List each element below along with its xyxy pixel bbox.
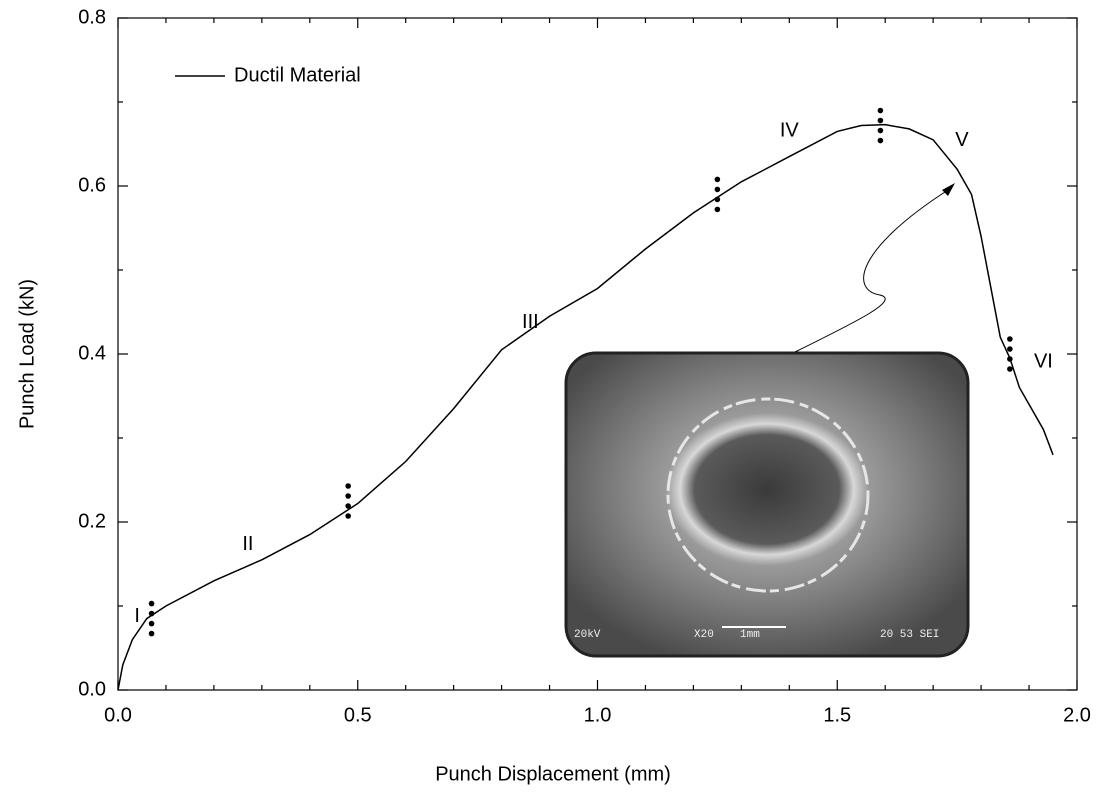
x-tick-label: 1.5	[823, 704, 851, 726]
inset-label: 1mm	[740, 629, 760, 641]
stage-marker	[345, 503, 351, 509]
stage-marker	[877, 137, 884, 144]
y-tick-label: 0.8	[78, 6, 106, 28]
stage-marker	[148, 620, 155, 627]
stage-marker	[1007, 366, 1013, 372]
stage-label: II	[242, 533, 253, 555]
inset-label: 20 53 SEI	[880, 629, 939, 641]
stage-label: IV	[780, 120, 800, 142]
y-tick-label: 0.4	[78, 342, 106, 364]
stage-label: VI	[1034, 351, 1053, 373]
stage-marker	[714, 186, 721, 193]
stage-marker	[877, 107, 884, 114]
stage-marker	[1007, 336, 1013, 342]
pointer-arrow	[794, 189, 949, 353]
stage-marker	[714, 196, 721, 203]
x-tick-label: 2.0	[1063, 704, 1091, 726]
x-tick-label: 1.0	[584, 704, 612, 726]
stage-marker	[877, 117, 884, 124]
legend-label: Ductil Material	[234, 64, 361, 86]
inset-label: X20	[694, 629, 714, 641]
stage-marker	[714, 176, 721, 183]
stage-marker	[1007, 356, 1013, 362]
stage-marker	[148, 610, 155, 617]
x-tick-label: 0.5	[344, 704, 372, 726]
y-tick-label: 0.6	[78, 174, 106, 196]
crack-ring	[666, 397, 870, 593]
sem-inset	[564, 351, 970, 658]
x-tick-label: 0.0	[104, 704, 132, 726]
stage-marker	[345, 513, 351, 519]
stage-label: III	[522, 311, 539, 333]
y-tick-label: 0.2	[78, 510, 106, 532]
stage-marker	[1007, 346, 1013, 352]
stage-marker	[345, 483, 351, 489]
inset-label: 20kV	[574, 629, 601, 641]
data-line	[117, 123, 1054, 691]
stage-marker	[877, 127, 884, 134]
stage-label: I	[134, 605, 140, 627]
stage-marker	[148, 630, 155, 637]
stage-marker	[345, 493, 351, 499]
stage-marker	[714, 206, 721, 213]
x-axis-label: Punch Displacement (mm)	[435, 763, 671, 785]
y-tick-label: 0.0	[78, 678, 106, 700]
y-axis-label: Punch Load (kN)	[16, 279, 38, 429]
stage-label: V	[955, 129, 969, 151]
stage-marker	[148, 600, 155, 607]
arrow-head	[942, 183, 955, 196]
